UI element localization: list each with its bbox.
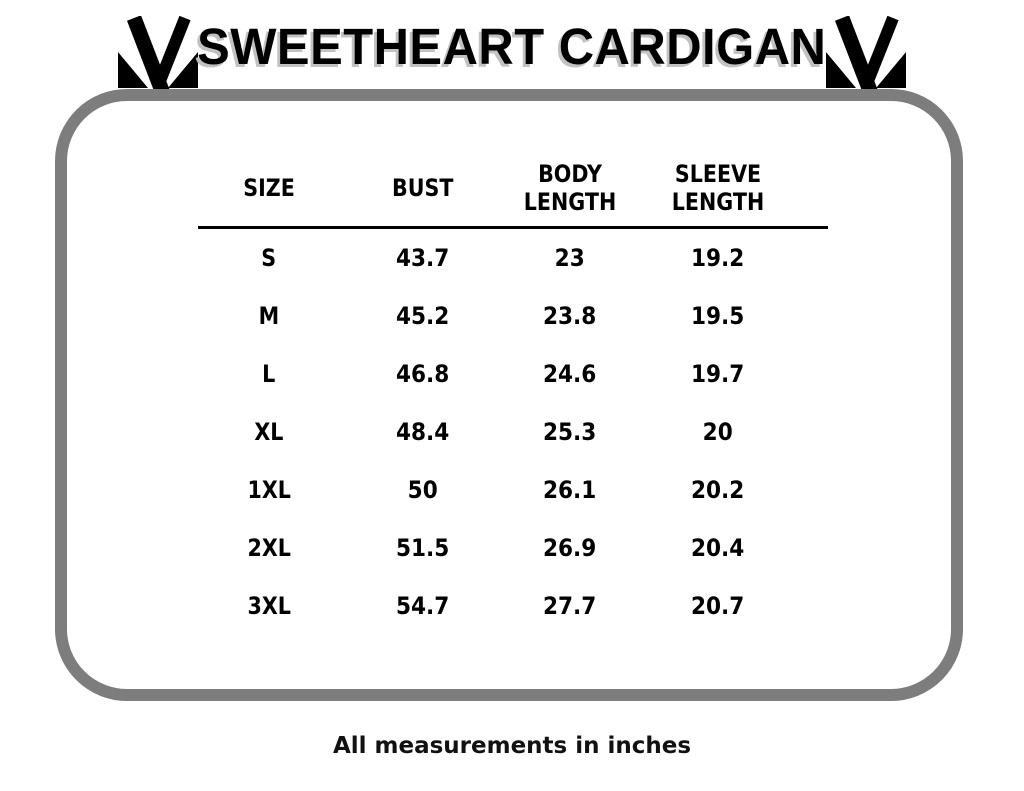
body-length-cell: 26.9 bbox=[543, 534, 597, 562]
bust-cell: 46.8 bbox=[396, 360, 450, 388]
body-length-cell: 25.3 bbox=[543, 418, 597, 446]
size-cell: S bbox=[261, 244, 277, 272]
bust-cell: 51.5 bbox=[396, 534, 450, 562]
size-cell: 2XL bbox=[247, 534, 291, 562]
column-header-body-length: BODY LENGTH bbox=[506, 156, 634, 229]
bust-cell: 54.7 bbox=[396, 592, 450, 620]
body-length-cell: 27.7 bbox=[543, 592, 597, 620]
size-cell: 3XL bbox=[247, 592, 291, 620]
column-header-bust: BUST bbox=[340, 156, 506, 229]
table-row: M 45.2 23.8 19.5 bbox=[198, 287, 828, 345]
table-row: L 46.8 24.6 19.7 bbox=[198, 345, 828, 403]
body-length-cell: 23 bbox=[554, 244, 586, 272]
table-row: XL 48.4 25.3 20 bbox=[198, 403, 828, 461]
size-cell: 1XL bbox=[247, 476, 291, 504]
sleeve-length-cell: 20 bbox=[702, 418, 734, 446]
body-length-cell: 24.6 bbox=[543, 360, 597, 388]
column-header-sleeve-length: SLEEVE LENGTH bbox=[634, 156, 828, 229]
sleeve-length-cell: 20.7 bbox=[691, 592, 745, 620]
m-check-brand-mark-icon bbox=[826, 16, 906, 99]
bust-cell: 43.7 bbox=[396, 244, 450, 272]
table-row: 3XL 54.7 27.7 20.7 bbox=[198, 577, 828, 635]
size-cell: L bbox=[262, 360, 276, 388]
size-cell: XL bbox=[254, 418, 284, 446]
measurements-note: All measurements in inches bbox=[332, 733, 692, 759]
sleeve-length-cell: 20.2 bbox=[691, 476, 745, 504]
size-cell: M bbox=[258, 302, 280, 330]
body-length-cell: 23.8 bbox=[543, 302, 597, 330]
sleeve-length-cell: 20.4 bbox=[691, 534, 745, 562]
table-row: 2XL 51.5 26.9 20.4 bbox=[198, 519, 828, 577]
sleeve-length-cell: 19.5 bbox=[691, 302, 745, 330]
sleeve-length-cell: 19.2 bbox=[691, 244, 745, 272]
column-header-size: SIZE bbox=[198, 156, 340, 229]
page-title: SWEETHEART CARDIGAN bbox=[0, 20, 1024, 74]
bust-cell: 50 bbox=[407, 476, 439, 504]
header-row: SIZE BUST BODY LENGTH SLEEVE LENGTH bbox=[198, 156, 828, 229]
table-row: 1XL 50 26.1 20.2 bbox=[198, 461, 828, 519]
body-length-cell: 26.1 bbox=[543, 476, 597, 504]
bust-cell: 48.4 bbox=[396, 418, 450, 446]
size-chart-frame bbox=[55, 89, 963, 701]
sleeve-length-cell: 19.7 bbox=[691, 360, 745, 388]
table-row: S 43.7 23 19.2 bbox=[198, 228, 828, 288]
bust-cell: 45.2 bbox=[396, 302, 450, 330]
size-chart-table: SIZE BUST BODY LENGTH SLEEVE LENGTH S 43… bbox=[198, 156, 828, 635]
m-check-brand-mark-icon bbox=[118, 16, 198, 99]
page-title-text: SWEETHEART CARDIGAN bbox=[197, 18, 827, 75]
